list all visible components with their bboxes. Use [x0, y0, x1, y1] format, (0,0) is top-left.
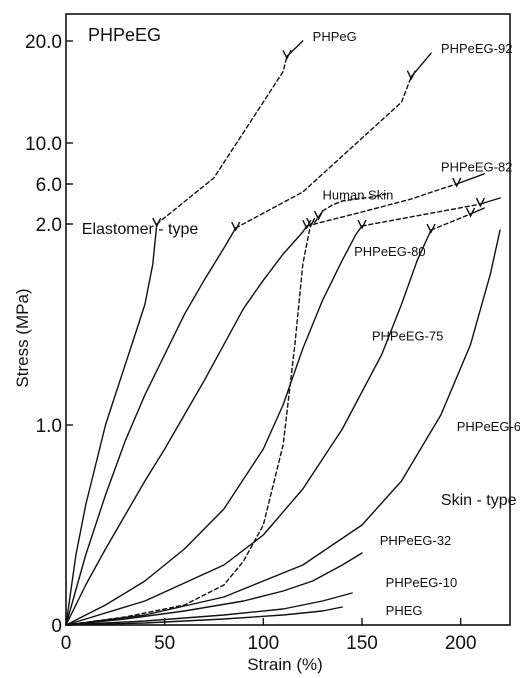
x-tick-label: 150: [346, 633, 378, 654]
series-curves: [65, 40, 501, 626]
fracture-mark: [475, 197, 486, 208]
series-line-phpeeg-92: [65, 227, 237, 626]
fracture-marks: [152, 49, 486, 234]
series-label: PHEG: [386, 603, 423, 618]
fracture-mark: [152, 217, 162, 228]
series-label: PHPeEG-32: [380, 533, 452, 548]
series-label: PHPeEG-80: [354, 244, 426, 259]
series-labels: PHPeG PHPeEG-92 PHPeEG-82 Human Skin PHPeEG-…: [313, 29, 520, 618]
plot-frame: [65, 13, 511, 626]
series-label: PHPeEG-92: [441, 41, 513, 56]
series-line-phpeeg-75: [430, 213, 472, 231]
fracture-mark: [313, 210, 324, 221]
fracture-mark: [406, 70, 416, 81]
fracture-mark: [452, 177, 462, 188]
fracture-mark: [426, 223, 436, 234]
x-tick-label: 50: [154, 633, 175, 654]
fracture-mark: [231, 221, 241, 232]
fracture-mark: [282, 49, 292, 60]
fracture-mark: [465, 207, 476, 218]
series-line-phpeeg-92: [234, 75, 412, 229]
series-line-phpeeg-61: [65, 229, 501, 626]
x-tick-label: 0: [61, 633, 72, 654]
series-line-human-skin: [65, 193, 387, 626]
chart-title: PHPeEG: [88, 25, 161, 45]
series-line-pheg: [65, 606, 343, 626]
series-line-phpeeg-80: [479, 197, 501, 205]
y-tick-label: 0: [51, 616, 62, 637]
x-axis-label: Strain (%): [247, 655, 323, 674]
series-line-phpeeg-32: [65, 552, 363, 626]
series-label: PHPeEG-82: [441, 160, 513, 175]
series-line-phpeeg-82: [65, 225, 308, 626]
region-label: Elastomer - type: [82, 221, 199, 238]
series-line-phpeg: [65, 223, 158, 626]
series-line-phpeeg-75: [65, 229, 432, 626]
series-line-phpeeg-80: [361, 203, 482, 227]
series-line-phpeeg-82: [456, 173, 485, 185]
series-label: PHPeEG-10: [386, 575, 458, 590]
fracture-mark: [306, 217, 316, 228]
series-line-phpeeg-10: [65, 592, 353, 626]
y-tick-label: 20.0: [25, 32, 62, 53]
axes: [65, 13, 511, 626]
series-label: PHPeEG-75: [372, 329, 444, 344]
y-axis-label: Stress (MPa): [13, 288, 32, 387]
series-label: PHPeG: [313, 29, 357, 44]
x-tick-label: 100: [247, 633, 279, 654]
region-labels: Elastomer - type Skin - type: [82, 221, 517, 509]
y-axis-ticks: 0 1.0 2.0 6.0 10.0 20.0: [25, 32, 73, 637]
series-label: PHPeEG-61: [457, 419, 520, 434]
series-line-phpeg: [156, 55, 288, 225]
y-tick-label: 6.0: [36, 175, 62, 196]
y-tick-label: 2.0: [36, 215, 62, 236]
fracture-mark: [357, 219, 367, 230]
region-label: Skin - type: [441, 492, 517, 509]
x-axis-ticks: 0 50 100 150 200: [61, 618, 477, 654]
x-tick-label: 200: [445, 633, 477, 654]
y-tick-label: 1.0: [36, 416, 62, 437]
series-label: Human Skin: [323, 188, 394, 203]
series-line-phpeeg-80: [65, 225, 363, 626]
y-tick-label: 10.0: [25, 134, 62, 155]
series-line-phpeeg-82: [306, 183, 458, 227]
